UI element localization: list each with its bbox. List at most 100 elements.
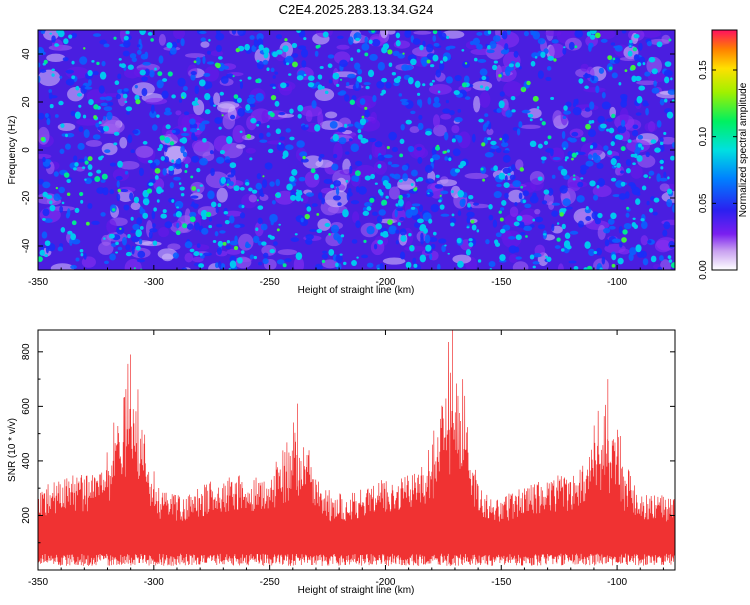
- heatmap-low-peak: [58, 186, 66, 194]
- heatmap-low-peak: [181, 267, 188, 270]
- heatmap-low-peak: [44, 218, 53, 223]
- heatmap-high-peak: [146, 188, 153, 194]
- heatmap-low-peak: [663, 171, 667, 178]
- heatmap-mid-peak: [291, 42, 298, 48]
- heatmap-high-peak: [159, 135, 165, 141]
- heatmap-low-peak: [645, 107, 649, 116]
- heatmap-mid-peak: [303, 73, 307, 77]
- heatmap-mid-peak: [366, 206, 372, 211]
- colorbar-tick-label: 0.10: [698, 126, 709, 146]
- heatmap-low-peak: [486, 120, 490, 125]
- heatmap-noise-patch: [238, 233, 254, 251]
- heatmap-mid-peak: [643, 174, 649, 178]
- heatmap-mid-peak: [335, 262, 339, 268]
- heatmap-mid-peak: [316, 228, 323, 234]
- heatmap-mid-peak: [446, 149, 450, 153]
- heatmap-low-peak: [523, 225, 533, 231]
- heatmap-low-peak: [509, 174, 516, 180]
- heatmap-low-peak: [71, 238, 81, 245]
- heatmap-low-peak: [104, 149, 111, 154]
- heatmap-noise-patch: [119, 160, 140, 170]
- heatmap-mid-peak: [127, 64, 134, 70]
- heatmap-mid-peak: [217, 203, 222, 208]
- heatmap-mid-peak: [633, 153, 638, 158]
- heatmap-mid-peak: [196, 128, 200, 131]
- heatmap-mid-peak: [667, 255, 672, 260]
- heatmap-low-peak: [554, 245, 561, 249]
- heatmap-mid-peak: [119, 63, 122, 67]
- heatmap-mid-peak: [114, 80, 120, 85]
- heatmap-low-peak: [531, 30, 537, 37]
- heatmap-mid-peak: [453, 90, 460, 96]
- heatmap-mid-peak: [408, 233, 412, 237]
- heatmap-mid-peak: [507, 172, 511, 176]
- heatmap-mid-peak: [365, 85, 370, 90]
- heatmap-mid-peak: [534, 55, 538, 59]
- heatmap-low-peak: [182, 151, 188, 158]
- heatmap-mid-peak: [274, 100, 280, 107]
- heatmap-high-peak: [246, 134, 252, 139]
- heatmap-high-peak: [189, 216, 196, 223]
- heatmap-high-peak: [96, 61, 100, 66]
- heatmap-high-peak: [399, 153, 404, 158]
- heatmap-low-peak: [587, 129, 597, 138]
- heatmap-low-peak: [571, 131, 579, 137]
- heatmap-mid-peak: [306, 206, 312, 212]
- heatmap-low-peak: [504, 43, 509, 51]
- heatmap-mid-peak: [49, 204, 56, 212]
- heatmap-low-peak: [144, 51, 149, 60]
- heatmap-low-peak: [476, 32, 483, 36]
- heatmap-noise-patch: [451, 124, 460, 134]
- heatmap-low-peak: [260, 193, 265, 197]
- heatmap-mid-peak: [391, 71, 397, 76]
- heatmap-low-peak: [462, 61, 470, 69]
- heatmap-mid-peak: [407, 76, 414, 85]
- heatmap-high-peak: [71, 220, 77, 226]
- heatmap-mid-peak: [461, 48, 465, 52]
- heatmap-mid-peak: [487, 45, 491, 50]
- heatmap-mid-peak: [213, 104, 217, 107]
- heatmap-low-peak: [42, 156, 46, 163]
- heatmap-mid-peak: [545, 255, 548, 258]
- heatmap-low-peak: [563, 174, 570, 180]
- snr-y-tick-label: 800: [21, 343, 32, 360]
- heatmap-mid-peak: [388, 62, 393, 67]
- heatmap-low-peak: [48, 89, 52, 94]
- heatmap-low-peak: [562, 47, 567, 55]
- heatmap-mid-peak: [654, 147, 661, 153]
- heatmap-low-peak: [229, 181, 234, 187]
- heatmap-low-peak: [637, 134, 644, 140]
- heatmap-high-peak: [371, 30, 376, 33]
- heatmap-low-peak: [91, 220, 100, 225]
- heatmap-mid-peak: [435, 174, 440, 179]
- heatmap-low-peak: [109, 162, 117, 167]
- heatmap-low-peak: [435, 69, 441, 78]
- heatmap-low-peak: [457, 135, 463, 143]
- colorbar-tick-label: 0.05: [698, 193, 709, 213]
- heatmap-low-peak: [349, 165, 353, 175]
- heatmap-mid-peak: [532, 265, 536, 269]
- heatmap-low-peak: [191, 201, 195, 206]
- heatmap-low-peak: [395, 240, 399, 245]
- heatmap-mid-peak: [561, 223, 566, 230]
- heatmap-low-peak: [628, 182, 635, 187]
- heatmap-low-peak: [666, 198, 673, 208]
- heatmap-mid-peak: [212, 240, 217, 244]
- heatmap-noise-patch: [409, 126, 420, 133]
- heatmap-mid-peak: [298, 189, 302, 194]
- heatmap-mid-peak: [588, 120, 592, 125]
- heatmap-low-peak: [440, 213, 450, 217]
- heatmap-low-peak: [647, 240, 652, 244]
- heatmap-mid-peak: [529, 118, 533, 122]
- heatmap-mid-peak: [637, 62, 642, 67]
- heatmap-low-peak: [608, 225, 616, 230]
- heatmap-y-tick-label: -40: [21, 238, 32, 253]
- heatmap-low-peak: [621, 30, 627, 34]
- heatmap-low-peak: [130, 230, 136, 234]
- heatmap-mid-peak: [437, 90, 441, 94]
- heatmap-mid-peak: [71, 75, 76, 80]
- heatmap-low-peak: [412, 257, 417, 265]
- heatmap-low-peak: [592, 152, 598, 161]
- heatmap-low-peak: [347, 123, 354, 127]
- heatmap-low-peak: [125, 244, 131, 251]
